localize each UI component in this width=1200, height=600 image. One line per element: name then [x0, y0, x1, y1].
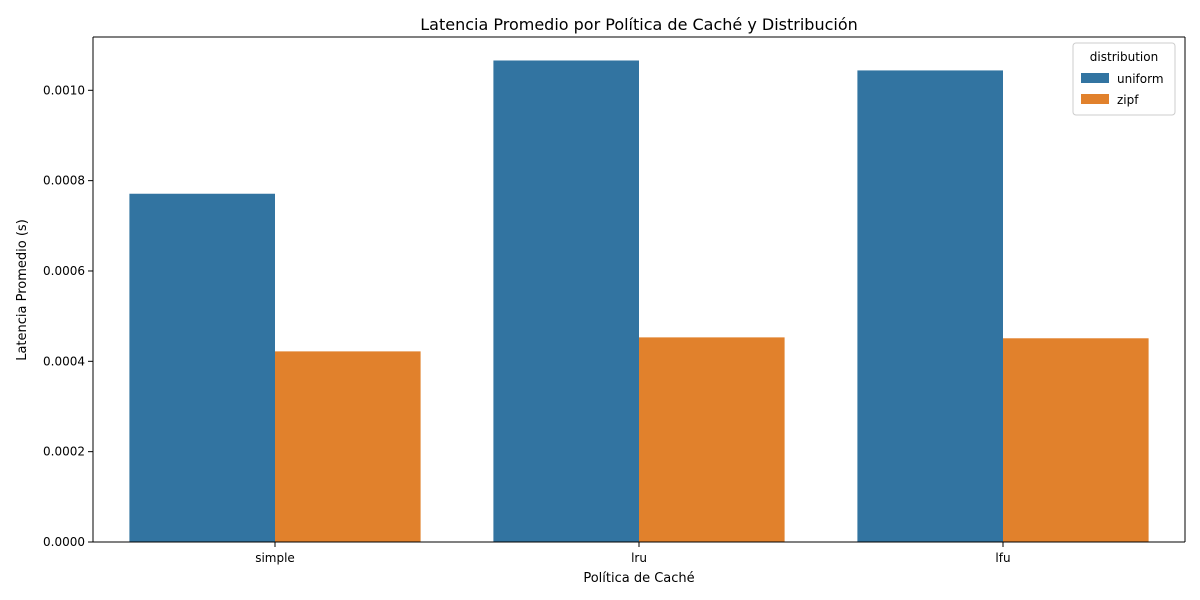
legend-label-zipf[interactable]: zipf	[1117, 93, 1139, 107]
bar-zipf-simple[interactable]	[275, 351, 421, 542]
y-tick-label: 0.0000	[43, 535, 85, 549]
y-axis-label: Latencia Promedio (s)	[15, 219, 30, 361]
legend-label-uniform[interactable]: uniform	[1117, 72, 1164, 86]
y-tick-label: 0.0008	[43, 174, 85, 188]
y-tick-label: 0.0006	[43, 264, 85, 278]
axes-layer: 0.0000 0.0002 0.0004 0.0006 0.0008 0.0010 simp…	[43, 36, 1186, 565]
x-tick-label: lfu	[995, 551, 1010, 565]
chart-title: Latencia Promedio por Política de Caché …	[420, 15, 858, 34]
bar-uniform-simple[interactable]	[129, 193, 275, 542]
bar-zipf-lru[interactable]	[639, 337, 785, 542]
bar-uniform-lfu[interactable]	[857, 70, 1003, 543]
legend-swatch-zipf	[1081, 94, 1109, 104]
y-tick-label: 0.0010	[43, 83, 85, 97]
legend: distribution uniform zipf	[1072, 42, 1176, 116]
x-axis-label: Política de Caché	[583, 571, 694, 586]
x-tick-label: lru	[631, 551, 647, 565]
bars-layer	[129, 60, 1149, 543]
legend-swatch-uniform	[1081, 73, 1109, 83]
bar-zipf-lfu[interactable]	[1003, 338, 1149, 542]
y-tick-label: 0.0002	[43, 445, 85, 459]
x-tick-label: simple	[255, 551, 295, 565]
y-tick-label: 0.0004	[43, 354, 85, 368]
legend-title: distribution	[1090, 50, 1158, 64]
bar-uniform-lru[interactable]	[493, 60, 639, 542]
